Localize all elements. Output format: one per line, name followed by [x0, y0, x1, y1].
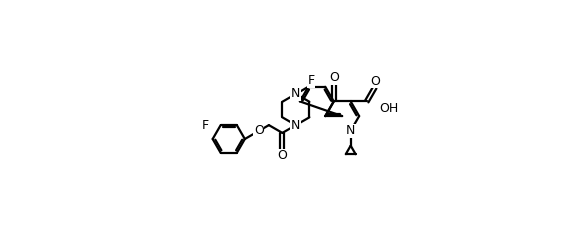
Text: O: O — [370, 74, 380, 88]
Text: N: N — [291, 119, 300, 132]
Text: F: F — [201, 119, 208, 132]
Text: O: O — [329, 71, 339, 84]
Text: F: F — [307, 74, 315, 87]
Text: N: N — [346, 124, 356, 137]
Text: OH: OH — [379, 102, 398, 115]
Text: O: O — [254, 124, 264, 138]
Text: N: N — [291, 87, 300, 100]
Text: O: O — [277, 149, 287, 162]
